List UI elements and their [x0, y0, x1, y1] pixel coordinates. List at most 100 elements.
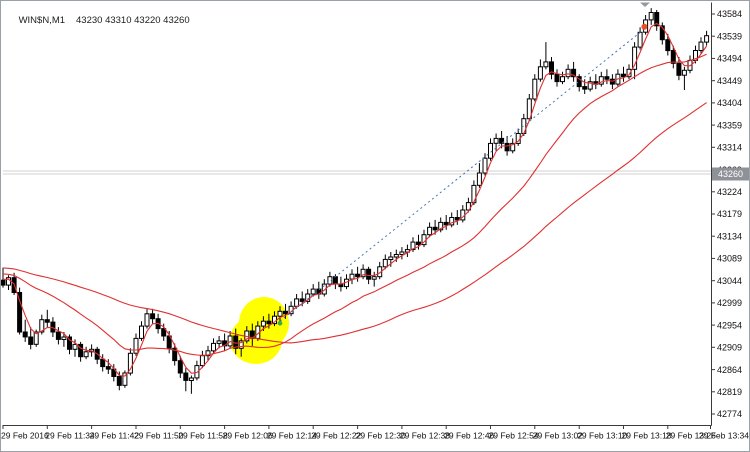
candle-bull	[587, 81, 593, 90]
x-axis-label: 29 Feb 13:18	[622, 431, 672, 441]
candle-bull	[72, 343, 78, 350]
candle-bull	[61, 336, 67, 340]
trendline-end-marker[interactable]	[641, 23, 648, 30]
x-axis-label: 29 Feb 12:30	[356, 431, 406, 441]
symbol-period-text: WIN$N,M1	[18, 15, 66, 26]
candle-bear	[654, 12, 660, 27]
x-axis-label: 29 Feb 12:46	[444, 431, 494, 441]
candle-bull	[294, 298, 300, 307]
y-axis-label: 43404	[717, 98, 742, 108]
candle-bear	[50, 321, 56, 333]
x-axis-label: 29 Feb 13:26	[666, 431, 716, 441]
x-axis-label: 29 Feb 12:06	[223, 431, 273, 441]
x-axis-label: 29 Feb 12:14	[267, 431, 317, 441]
candle-bull	[144, 313, 150, 327]
y-axis-label: 43224	[717, 187, 742, 197]
y-axis-label: 42774	[717, 409, 742, 419]
y-axis-label: 43359	[717, 120, 742, 130]
candle-bull	[327, 276, 333, 285]
candle-bear	[454, 217, 460, 221]
candle-bull	[393, 254, 399, 258]
candle-bull	[216, 340, 222, 344]
bid-ask-lines	[3, 170, 711, 175]
candle-bull	[565, 68, 571, 78]
candle-bear	[78, 343, 84, 358]
candle-bear	[150, 313, 156, 320]
candle-bull	[410, 241, 416, 251]
candle-bear	[172, 347, 178, 362]
candle-bear	[177, 360, 183, 374]
candle-bear	[1, 279, 6, 286]
candle-bear	[571, 68, 577, 78]
candle-bull	[465, 202, 471, 211]
candle-bear	[100, 358, 106, 368]
candle-bull	[238, 340, 244, 349]
x-axis-label: 29 Feb 12:54	[489, 431, 539, 441]
moving-average-5[interactable]	[2, 22, 708, 377]
candle-bull	[493, 137, 499, 144]
candle-bull	[83, 351, 89, 358]
candle-bear	[44, 319, 50, 323]
y-axis-label: 42999	[717, 298, 742, 308]
y-axis-label: 42909	[717, 343, 742, 353]
candle-bear	[355, 273, 361, 278]
candle-bull	[560, 76, 565, 83]
x-axis-label: 29 Feb 13:10	[577, 431, 627, 441]
current-price-tag	[712, 167, 749, 181]
current-price-tag-text: 43260	[718, 169, 743, 179]
candle-bear	[549, 61, 554, 75]
candles	[1, 8, 710, 394]
trendline-start-marker[interactable]	[277, 320, 283, 326]
candle-bear	[105, 366, 111, 370]
candle-bear	[183, 372, 189, 381]
candle-bear	[659, 25, 665, 41]
x-axis-label: 29 Feb 12:22	[311, 431, 361, 441]
candle-bull	[360, 268, 366, 278]
moving-average-50[interactable]	[2, 102, 707, 344]
candle-bear	[432, 226, 438, 231]
candle-bull	[637, 31, 643, 48]
chart-shift-marker-icon[interactable]	[640, 2, 650, 8]
candle-bear	[582, 86, 588, 90]
x-axis-label: 29 Feb 11:58	[178, 431, 228, 441]
candle-bull	[482, 157, 488, 174]
candle-bull	[532, 78, 538, 100]
candle-bear	[283, 310, 288, 315]
candle-bull	[648, 12, 654, 21]
x-axis-label: 29 Feb 12:38	[400, 431, 450, 441]
candle-bull	[227, 335, 233, 347]
y-axis-label: 42864	[717, 365, 742, 375]
candle-bear	[28, 336, 34, 345]
candle-bear	[554, 73, 560, 83]
candle-bull	[698, 41, 704, 51]
candle-bear	[166, 335, 172, 349]
candle-bull	[399, 251, 405, 255]
y-axis[interactable]: 4358443539434944344943404433594331443269…	[711, 9, 743, 419]
candle-bull	[471, 184, 477, 204]
y-axis-label: 42954	[717, 320, 742, 330]
candle-bull	[632, 46, 638, 70]
candle-bull	[211, 342, 216, 352]
candle-bull	[349, 273, 355, 280]
candle-bull	[260, 320, 266, 327]
trendline-dashed[interactable]	[279, 29, 644, 322]
candle-bear	[161, 328, 167, 337]
candle-bull	[388, 256, 394, 260]
candle-bear	[116, 376, 122, 386]
candle-bull	[438, 221, 444, 231]
moving-average-20[interactable]	[2, 53, 707, 356]
candle-bull	[510, 142, 516, 152]
candle-bear	[22, 331, 28, 338]
candle-bear	[670, 50, 676, 64]
candle-bear	[17, 292, 23, 333]
candle-bull	[537, 66, 543, 80]
candle-bull	[310, 288, 316, 295]
candle-bull	[382, 258, 388, 268]
candle-bear	[266, 320, 272, 325]
x-axis-label: 29 Feb 11:50	[134, 431, 184, 441]
candle-bear	[499, 137, 505, 144]
y-axis-label: 43494	[717, 54, 742, 64]
